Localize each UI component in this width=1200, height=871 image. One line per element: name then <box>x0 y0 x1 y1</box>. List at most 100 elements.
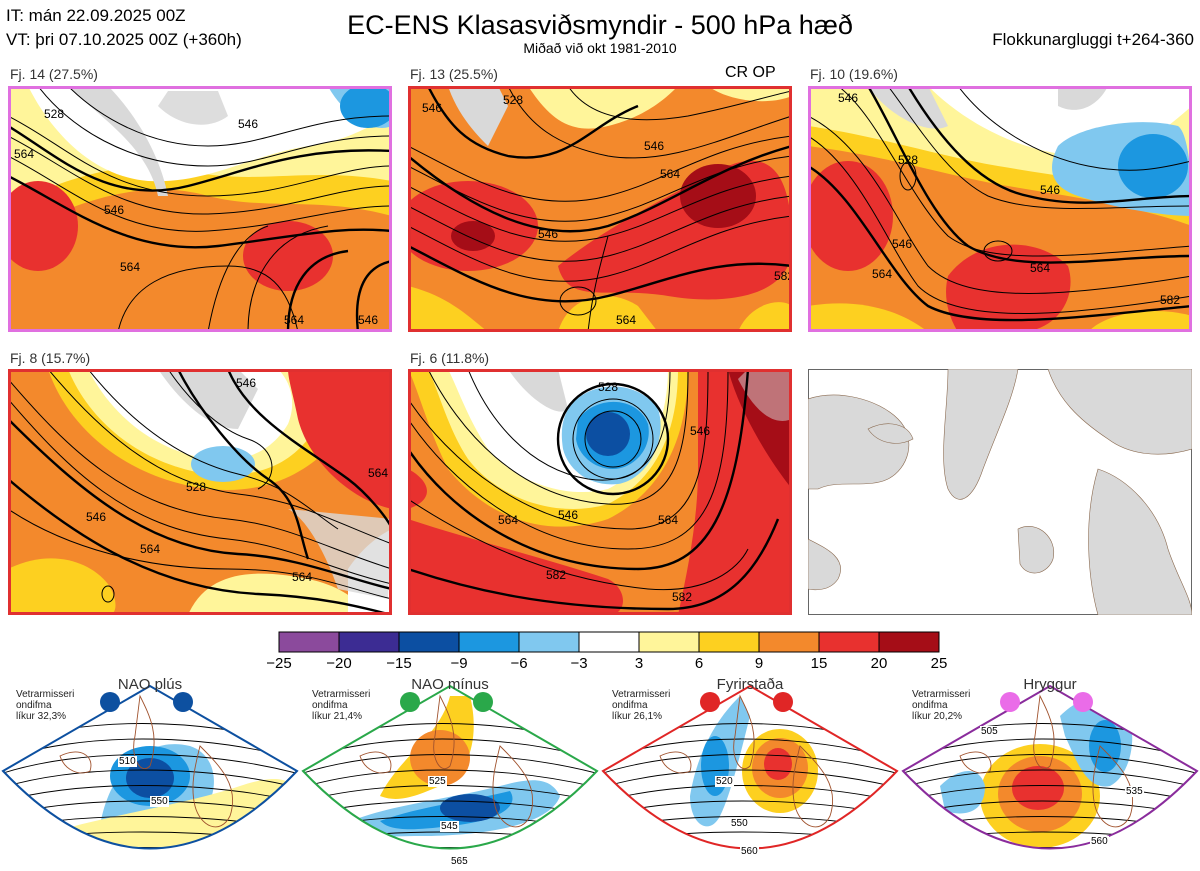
regime-center-dot <box>100 692 120 712</box>
cluster-border <box>808 86 1192 332</box>
contour-label: 520 <box>715 776 734 787</box>
contour-label: 546 <box>838 91 858 105</box>
contour-label: 564 <box>292 570 312 584</box>
regime-center-dot <box>173 692 193 712</box>
regime-probability-line: Vetrarmisseri <box>16 689 75 700</box>
cluster-map-10: 546 546 564 582 564 528 546 <box>808 86 1192 332</box>
regime-panel-3: 520 550 560 Fyrirstaða Vetrarmisseri ondifma l… <box>600 676 900 871</box>
colorbar-cell <box>338 631 400 653</box>
regime-probability: Vetrarmisseri ondifma líkur 21,4% <box>312 689 370 722</box>
regime-panel-1: 510 550 NAO plús Vetrarmisseri ondifma líkur … <box>0 676 300 871</box>
cluster-border <box>8 369 392 615</box>
contour-label: 546 <box>86 510 106 524</box>
cluster-border <box>8 86 392 332</box>
colorbar <box>278 631 940 653</box>
contour-label: 565 <box>450 856 469 867</box>
regime-probability-line: líkur 21,4% <box>312 711 363 722</box>
colorbar-tick-label: 15 <box>810 655 828 672</box>
cluster-map-6: 564 546 582 564 546 528 582 <box>408 369 792 615</box>
contour-label: 525 <box>428 776 447 787</box>
regime-probability-line: líkur 26,1% <box>612 711 663 722</box>
colorbar-cell <box>578 631 640 653</box>
regime-probability: Vetrarmisseri ondifma líkur 32,3% <box>16 689 74 722</box>
colorbar-tick-label: −15 <box>386 655 412 672</box>
regime-name: Hryggur <box>1023 676 1077 693</box>
regime-panel-2: 525 545 565 NAO mínus Vetrarmisseri ondifma lí… <box>300 676 600 871</box>
colorbar-tick-label: 6 <box>694 655 704 672</box>
colorbar-cell <box>878 631 940 653</box>
contour-label: 550 <box>730 818 749 829</box>
contour-label: 582 <box>546 568 566 582</box>
regime-panel-4: 505 535 560 Hryggur Vetrarmisseri ondifma líku… <box>900 676 1200 871</box>
colorbar-tick-label: 25 <box>930 655 948 672</box>
regime-probability-line: Vetrarmisseri <box>312 689 371 700</box>
colorbar-tick-label: −9 <box>450 655 468 672</box>
contour-label: 564 <box>616 313 636 327</box>
cluster-map-14: 546 546 564 564 564 546 528 <box>8 86 392 332</box>
colorbar-cell <box>278 631 340 653</box>
base-map <box>808 369 1192 615</box>
regime-center-dot <box>400 692 420 712</box>
contour-label: 546 <box>644 139 664 153</box>
contour-label: 564 <box>498 513 518 527</box>
contour-label: 560 <box>1090 836 1109 847</box>
contour-label: 546 <box>422 101 442 115</box>
regime-probability-line: líkur 20,2% <box>912 711 963 722</box>
contour-label: 564 <box>120 260 140 274</box>
contour-label: 582 <box>774 269 792 283</box>
colorbar-tick-label: 9 <box>754 655 764 672</box>
contour-label: 510 <box>118 756 137 767</box>
contour-label: 528 <box>598 380 618 394</box>
regime-probability: Vetrarmisseri ondifma líkur 26,1% <box>612 689 670 722</box>
classification-window: Flokkunargluggi t+264-360 <box>992 30 1194 49</box>
init-time: IT: mán 22.09.2025 00Z <box>6 6 186 25</box>
cluster-label-6: Fj. 6 (11.8%) <box>410 350 490 366</box>
page-subtitle: Miðað við okt 1981-2010 <box>523 40 677 56</box>
contour-label: 528 <box>898 153 918 167</box>
contour-label: 528 <box>44 107 64 121</box>
contour-label: 546 <box>104 203 124 217</box>
regime-probability-line: Vetrarmisseri <box>612 689 671 700</box>
cluster-border <box>408 86 792 332</box>
colorbar-cell <box>518 631 580 653</box>
colorbar-tick-label: 20 <box>870 655 888 672</box>
contour-label: 505 <box>980 726 999 737</box>
page-title: EC-ENS Klasasviðsmyndir - 500 hPa hæð <box>347 10 853 40</box>
contour-label: 546 <box>1040 183 1060 197</box>
cluster-map-13: 546 546 564 582 546 564 528 <box>408 86 792 332</box>
contour-label: 582 <box>672 590 692 604</box>
colorbar-tick-label: −25 <box>266 655 292 672</box>
contour-label: 582 <box>1160 293 1180 307</box>
contour-label: 546 <box>558 508 578 522</box>
contour-label: 564 <box>368 466 388 480</box>
cluster-border <box>408 369 792 615</box>
contour-label: 546 <box>358 313 378 327</box>
colorbar-cell <box>638 631 700 653</box>
contour-label: 564 <box>140 542 160 556</box>
colorbar-cell <box>458 631 520 653</box>
contour-label: 535 <box>1125 786 1144 797</box>
colorbar-cell <box>398 631 460 653</box>
regime-probability-line: Vetrarmisseri <box>912 689 971 700</box>
colorbar-cell <box>818 631 880 653</box>
contour-label: 546 <box>892 237 912 251</box>
colorbar-cell <box>698 631 760 653</box>
regime-center-dot <box>1000 692 1020 712</box>
regime-probability-line: líkur 32,3% <box>16 711 67 722</box>
cluster-label-13: Fj. 13 (25.5%) <box>410 66 498 82</box>
regime-center-dot <box>1073 692 1093 712</box>
regime-probability-line: ondifma <box>16 700 52 711</box>
contour-label: 528 <box>503 93 523 107</box>
contour-label: 564 <box>658 513 678 527</box>
regime-center-dot <box>700 692 720 712</box>
contour-label: 545 <box>440 821 459 832</box>
contour-label: 564 <box>660 167 680 181</box>
cluster-label-14: Fj. 14 (27.5%) <box>10 66 98 82</box>
colorbar-tick-label: −3 <box>570 655 588 672</box>
colorbar-tick-label: 3 <box>634 655 644 672</box>
valid-time: VT: þri 07.10.2025 00Z (+360h) <box>6 30 242 49</box>
colorbar-cell <box>758 631 820 653</box>
colorbar-tick-label: −6 <box>510 655 528 672</box>
regime-name: Fyrirstaða <box>716 676 784 693</box>
cluster-label-10: Fj. 10 (19.6%) <box>810 66 898 82</box>
